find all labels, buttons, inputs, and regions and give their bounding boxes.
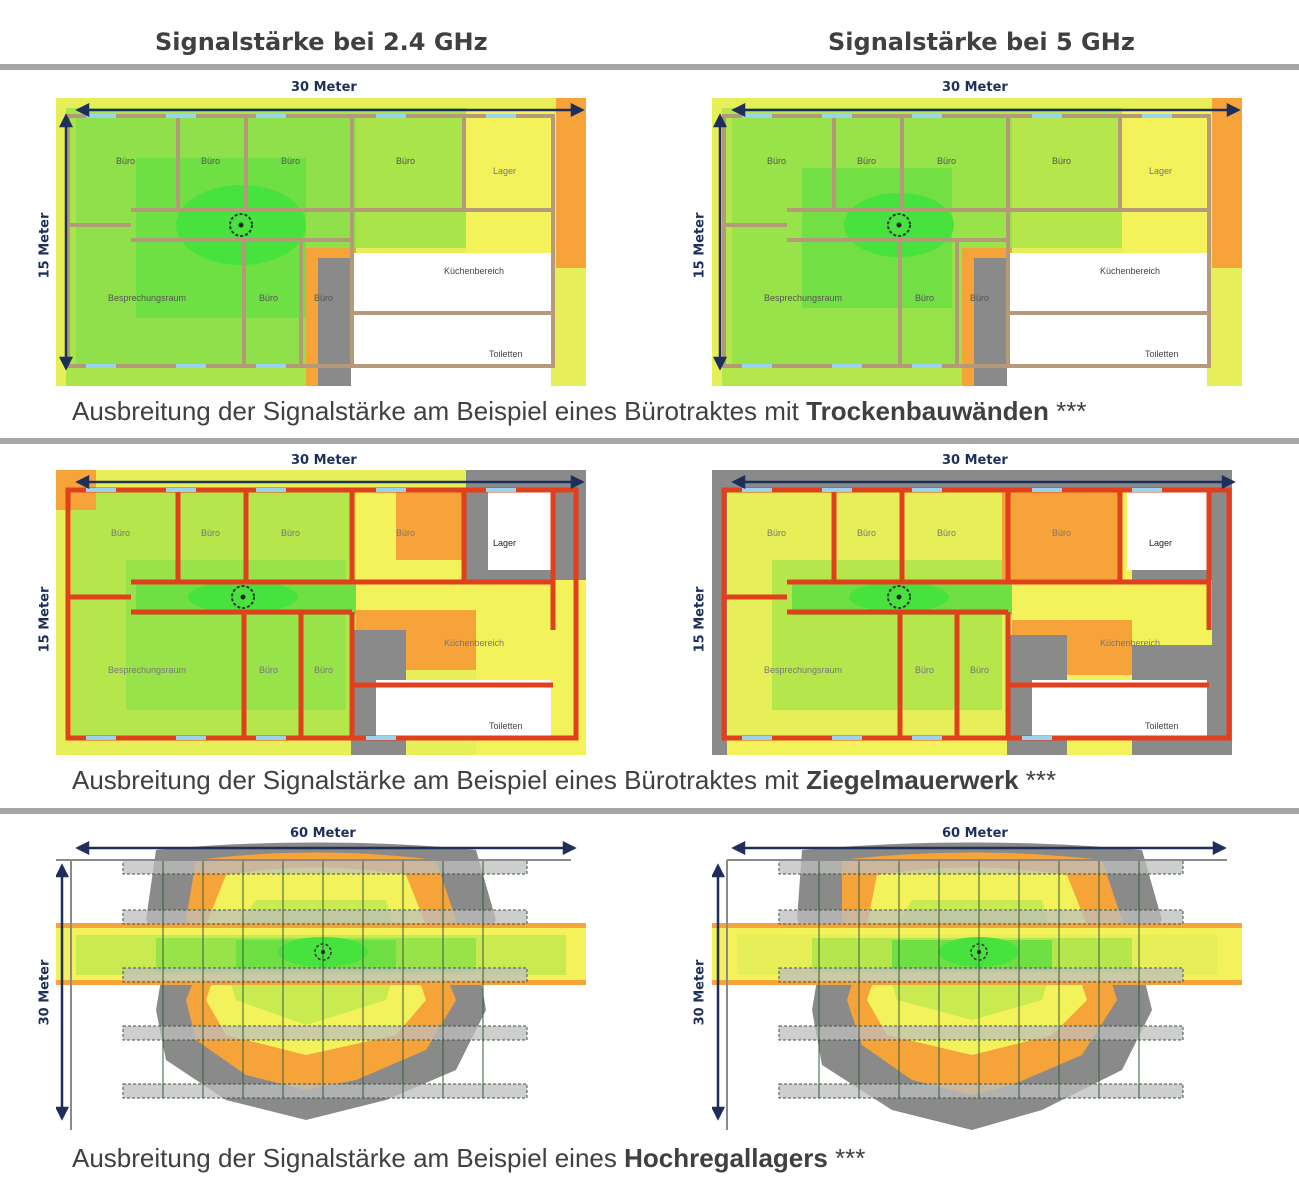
width-label-r3-right: 60 Meter [942,826,1008,841]
width-label-r2-right: 30 Meter [942,453,1008,468]
dimension-lines-r1-left [56,80,586,370]
height-label-r1-left: 15 Meter [37,213,52,279]
height-label-r3-right: 30 Meter [692,960,707,1026]
header-5-ghz: Signalstärke bei 5 GHz [828,28,1135,56]
width-label-r2-left: 30 Meter [291,453,357,468]
width-label-r1-left: 30 Meter [291,80,357,95]
caption-warehouse: Ausbreitung der Signalstärke am Beispiel… [72,1143,865,1174]
dimension-lines-r2-right [712,452,1242,742]
dimension-lines-r3-left [56,822,586,1122]
width-label-r1-right: 30 Meter [942,80,1008,95]
caption-brick: Ausbreitung der Signalstärke am Beispiel… [72,765,1056,796]
height-label-r2-left: 15 Meter [37,587,52,653]
divider-1 [0,438,1299,444]
divider-2 [0,808,1299,814]
divider-top [0,64,1299,70]
width-label-r3-left: 60 Meter [290,826,356,841]
dimension-lines-r1-right [712,80,1242,370]
caption-drywall: Ausbreitung der Signalstärke am Beispiel… [72,396,1086,427]
height-label-r3-left: 30 Meter [37,960,52,1026]
height-label-r1-right: 15 Meter [692,213,707,279]
height-label-r2-right: 15 Meter [692,587,707,653]
dimension-lines-r2-left [56,452,586,742]
dimension-lines-r3-right [712,822,1242,1122]
header-2-4-ghz: Signalstärke bei 2.4 GHz [155,28,488,56]
